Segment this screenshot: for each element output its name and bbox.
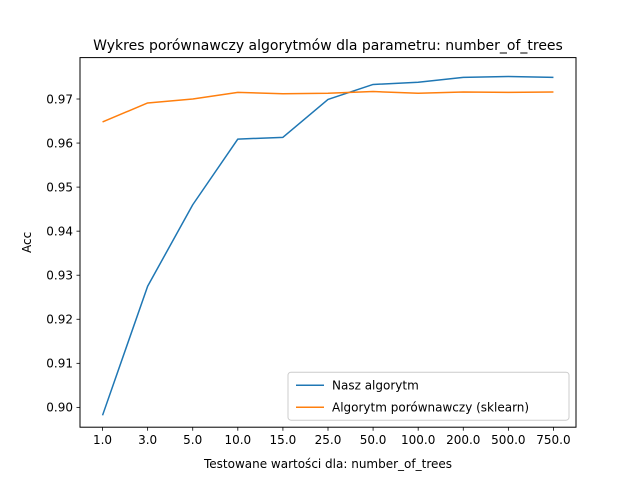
x-tick-label: 1.0 — [93, 433, 112, 447]
y-tick-label: 0.91 — [46, 357, 73, 371]
y-tick-label: 0.95 — [46, 180, 73, 194]
y-tick-label: 0.90 — [46, 401, 73, 415]
y-axis: 0.90 0.91 0.92 0.93 0.94 0.95 0.96 0.97 — [46, 92, 80, 415]
y-tick-label: 0.92 — [46, 313, 73, 327]
series-line-1 — [101, 75, 554, 416]
x-tick-label: 200.0 — [446, 433, 480, 447]
legend-label: Algorytm porównawczy (sklearn) — [332, 401, 529, 415]
x-tick-label: 100.0 — [401, 433, 435, 447]
legend: Nasz algorytm Algorytm porównawczy (sklea… — [287, 371, 570, 421]
x-tick-label: 15.0 — [270, 433, 297, 447]
series-line-2 — [102, 90, 554, 123]
legend-label: Nasz algorytm — [332, 379, 419, 393]
x-tick-label: 50.0 — [360, 433, 387, 447]
x-tick-label: 25.0 — [315, 433, 342, 447]
x-axis-label: Testowane wartości dla: number_of_trees — [203, 457, 452, 471]
y-tick-label: 0.93 — [46, 269, 73, 283]
series-lines — [101, 75, 554, 416]
x-tick-label: 10.0 — [224, 433, 251, 447]
x-tick-label: 750.0 — [536, 433, 570, 447]
y-tick-label: 0.97 — [46, 92, 73, 106]
x-tick-label: 3.0 — [138, 433, 157, 447]
x-tick-label: 5.0 — [183, 433, 202, 447]
chart-title: Wykres porównawczy algorytmów dla parame… — [93, 38, 563, 54]
x-axis: 1.0 3.0 5.0 10.0 15.0 25.0 50.0 100.0 200.0 500.0… — [93, 427, 571, 447]
y-tick-label: 0.96 — [46, 136, 73, 150]
legend-box — [287, 371, 570, 421]
x-tick-label: 500.0 — [491, 433, 525, 447]
y-axis-label: Acc — [20, 232, 34, 253]
y-tick-label: 0.94 — [46, 224, 73, 238]
